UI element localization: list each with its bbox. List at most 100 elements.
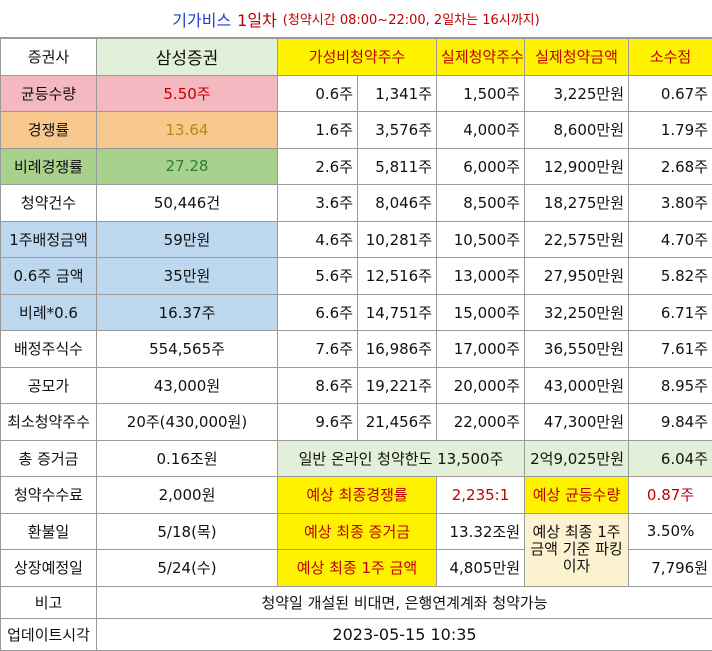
row3-b: 5,811주 — [358, 148, 437, 185]
table-row: 환불일 5/18(목) 예상 최종 증거금 13.32조원 예상 최종 1주 금… — [1, 513, 712, 550]
row10-a: 9.6주 — [278, 404, 358, 441]
title-banner: 기가비스 1일차 (청약시간 08:00~22:00, 2일차는 16시까지) — [0, 0, 712, 38]
row2-a: 1.6주 — [278, 112, 358, 149]
table-row: 0.6주 금액 35만원 5.6주 12,516주 13,000주 27,950… — [1, 258, 712, 295]
final-comp-label: 예상 최종경쟁률 — [278, 477, 437, 514]
row3-c: 6,000주 — [437, 148, 525, 185]
per-share-amt-value: 59만원 — [97, 221, 278, 258]
data-table: 증권사 삼성증권 가성비청약주수 실제청약주수 실제청약금액 소수점 균등수량 … — [0, 38, 712, 651]
table-row: 업데이트시각 2023-05-15 10:35 — [1, 618, 712, 650]
table-row: 경쟁률 13.64 1.6주 3,576주 4,000주 8,600만원 1.7… — [1, 112, 712, 149]
row7-d: 32,250만원 — [525, 294, 629, 331]
listing-day-label: 상장예정일 — [1, 550, 97, 587]
alloc-shares-label: 배정주식수 — [1, 331, 97, 368]
online-limit-decimal: 6.04주 — [629, 440, 712, 477]
parking-rate: 3.50% — [629, 513, 712, 550]
sub-count-value: 50,446건 — [97, 185, 278, 222]
table-row: 공모가 43,000원 8.6주 19,221주 20,000주 43,000만… — [1, 367, 712, 404]
row9-c: 20,000주 — [437, 367, 525, 404]
fee-label: 청약수수료 — [1, 477, 97, 514]
row9-d: 43,000만원 — [525, 367, 629, 404]
row7-c: 15,000주 — [437, 294, 525, 331]
row5-d: 22,575만원 — [525, 221, 629, 258]
one-share-forecast-label: 예상 최종 1주 금액 — [278, 550, 437, 587]
online-limit-label: 일반 온라인 청약한도 13,500주 — [278, 440, 525, 477]
row6-e: 5.82주 — [629, 258, 712, 295]
header-decimal: 소수점 — [629, 39, 712, 76]
row4-b: 8,046주 — [358, 185, 437, 222]
table-row: 배정주식수 554,565주 7.6주 16,986주 17,000주 36,5… — [1, 331, 712, 368]
row10-b: 21,456주 — [358, 404, 437, 441]
row3-d: 12,900만원 — [525, 148, 629, 185]
row9-a: 8.6주 — [278, 367, 358, 404]
row5-a: 4.6주 — [278, 221, 358, 258]
row5-e: 4.70주 — [629, 221, 712, 258]
row8-d: 36,550만원 — [525, 331, 629, 368]
table-row: 청약건수 50,446건 3.6주 8,046주 8,500주 18,275만원… — [1, 185, 712, 222]
online-limit-amount: 2억9,025만원 — [525, 440, 629, 477]
header-actual-sub: 실제청약주수 — [437, 39, 525, 76]
day-label: 1일차 — [237, 7, 277, 31]
row2-b: 3,576주 — [358, 112, 437, 149]
table-row: 최소청약주수 20주(430,000원) 9.6주 21,456주 22,000… — [1, 404, 712, 441]
row6-d: 27,950만원 — [525, 258, 629, 295]
per-share-amt-label: 1주배정금액 — [1, 221, 97, 258]
subscription-sheet: 기가비스 1일차 (청약시간 08:00~22:00, 2일차는 16시까지) … — [0, 0, 712, 633]
row6-b: 12,516주 — [358, 258, 437, 295]
row6-a: 5.6주 — [278, 258, 358, 295]
row4-e: 3.80주 — [629, 185, 712, 222]
equal-forecast-label: 예상 균등수량 — [525, 477, 629, 514]
row1-e: 0.67주 — [629, 75, 712, 112]
table-row: 증권사 삼성증권 가성비청약주수 실제청약주수 실제청약금액 소수점 — [1, 39, 712, 76]
header-actual-amt: 실제청약금액 — [525, 39, 629, 76]
prop-06-label: 비례*0.6 — [1, 294, 97, 331]
row10-e: 9.84주 — [629, 404, 712, 441]
row7-a: 6.6주 — [278, 294, 358, 331]
parking-interest-label: 예상 최종 1주 금액 기준 파킹 이자 — [525, 513, 629, 586]
listing-day-value: 5/24(수) — [97, 550, 278, 587]
refund-day-label: 환불일 — [1, 513, 97, 550]
row5-c: 10,500주 — [437, 221, 525, 258]
row7-b: 14,751주 — [358, 294, 437, 331]
header-value-sub: 가성비청약주수 — [278, 39, 437, 76]
prop-competition-value: 27.28 — [97, 148, 278, 185]
row1-a: 0.6주 — [278, 75, 358, 112]
table-row: 1주배정금액 59만원 4.6주 10,281주 10,500주 22,575만… — [1, 221, 712, 258]
table-row: 비례경쟁률 27.28 2.6주 5,811주 6,000주 12,900만원 … — [1, 148, 712, 185]
row3-a: 2.6주 — [278, 148, 358, 185]
company-name: 기가비스 — [172, 7, 231, 31]
table-row: 총 증거금 0.16조원 일반 온라인 청약한도 13,500주 2억9,025… — [1, 440, 712, 477]
row1-b: 1,341주 — [358, 75, 437, 112]
total-deposit-value: 0.16조원 — [97, 440, 278, 477]
row1-c: 1,500주 — [437, 75, 525, 112]
min-sub-label: 최소청약주수 — [1, 404, 97, 441]
fee-value: 2,000원 — [97, 477, 278, 514]
remarks-value: 청약일 개설된 비대면, 은행연계계좌 청약가능 — [97, 586, 712, 618]
row1-d: 3,225만원 — [525, 75, 629, 112]
competition-value: 13.64 — [97, 112, 278, 149]
row8-b: 16,986주 — [358, 331, 437, 368]
table-row: 청약수수료 2,000원 예상 최종경쟁률 2,235:1 예상 균등수량 0.… — [1, 477, 712, 514]
row9-e: 8.95주 — [629, 367, 712, 404]
updated-label: 업데이트시각 — [1, 618, 97, 650]
row3-e: 2.68주 — [629, 148, 712, 185]
one-share-forecast-value: 4,805만원 — [437, 550, 525, 587]
final-comp-value: 2,235:1 — [437, 477, 525, 514]
row8-c: 17,000주 — [437, 331, 525, 368]
row4-c: 8,500주 — [437, 185, 525, 222]
min-sub-value: 20주(430,000원) — [97, 404, 278, 441]
equal-qty-value: 5.50주 — [97, 75, 278, 112]
prop-competition-label: 비례경쟁률 — [1, 148, 97, 185]
row10-d: 47,300만원 — [525, 404, 629, 441]
offer-price-value: 43,000원 — [97, 367, 278, 404]
row2-c: 4,000주 — [437, 112, 525, 149]
sub-count-label: 청약건수 — [1, 185, 97, 222]
equal-forecast-value: 0.87주 — [629, 477, 712, 514]
remarks-label: 비고 — [1, 586, 97, 618]
broker-label: 증권사 — [1, 39, 97, 76]
deposit-forecast-label: 예상 최종 증거금 — [278, 513, 437, 550]
table-row: 비례*0.6 16.37주 6.6주 14,751주 15,000주 32,25… — [1, 294, 712, 331]
row4-d: 18,275만원 — [525, 185, 629, 222]
amt-06-label: 0.6주 금액 — [1, 258, 97, 295]
row6-c: 13,000주 — [437, 258, 525, 295]
